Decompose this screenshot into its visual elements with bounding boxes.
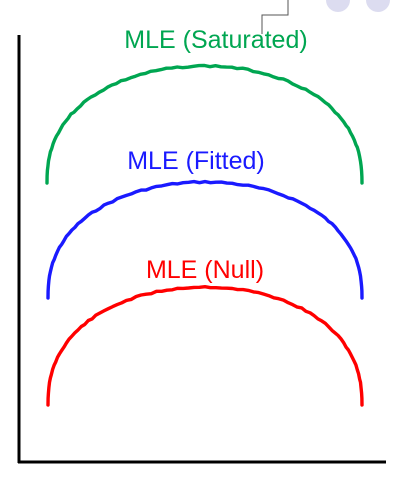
decorative-dot-left: [326, 0, 350, 12]
label-null: MLE (Null): [146, 256, 264, 284]
decorative-dot-right: [366, 0, 390, 12]
label-saturated: MLE (Saturated): [124, 26, 307, 54]
curve-null: [48, 287, 362, 405]
label-fitted: MLE (Fitted): [127, 147, 265, 175]
